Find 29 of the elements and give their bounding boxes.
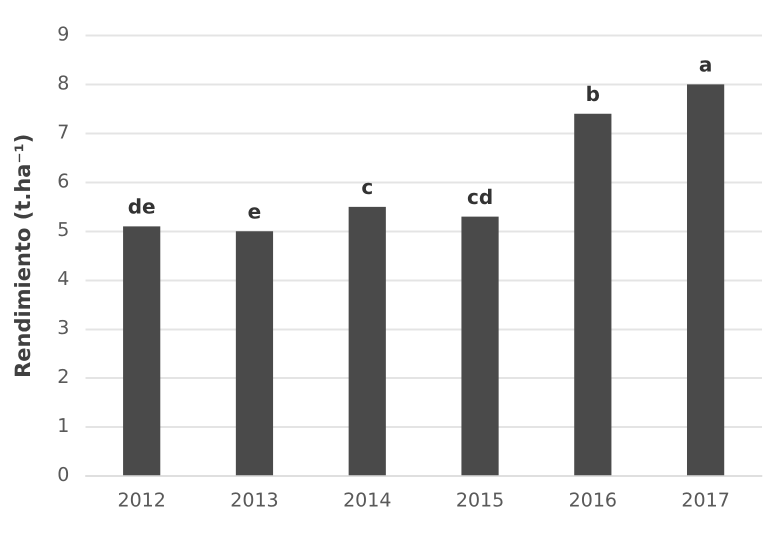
y-tick-label: 3 <box>57 317 70 340</box>
data-label: c <box>361 175 374 200</box>
y-tick-label: 9 <box>57 23 70 46</box>
y-tick-label: 7 <box>57 121 70 144</box>
bar <box>574 114 612 476</box>
data-label: a <box>698 52 712 77</box>
x-tick-label: 2017 <box>681 490 730 512</box>
y-tick-label: 4 <box>57 268 70 290</box>
bar <box>348 206 386 476</box>
data-label: cd <box>466 184 494 209</box>
y-tick-label: 5 <box>57 219 70 242</box>
x-tick-label: 2016 <box>568 490 617 512</box>
x-tick-label: 2014 <box>343 490 392 512</box>
y-tick-label: 0 <box>57 464 70 486</box>
x-tick-label: 2013 <box>230 490 279 512</box>
data-label: b <box>586 82 600 106</box>
y-axis-title: Rendimiento (t.ha⁻¹) <box>11 134 36 378</box>
bar <box>687 84 724 476</box>
data-label: e <box>248 200 262 224</box>
y-tick-label: 6 <box>57 170 70 192</box>
x-tick-label: 2012 <box>118 490 166 512</box>
bar <box>123 226 160 476</box>
data-label: de <box>128 194 156 219</box>
y-tick-label: 1 <box>57 415 70 438</box>
y-tick-label: 2 <box>57 366 70 388</box>
bar <box>461 216 499 476</box>
x-tick-label: 2015 <box>456 490 504 512</box>
bar <box>236 231 274 476</box>
y-tick-label: 8 <box>57 72 70 94</box>
